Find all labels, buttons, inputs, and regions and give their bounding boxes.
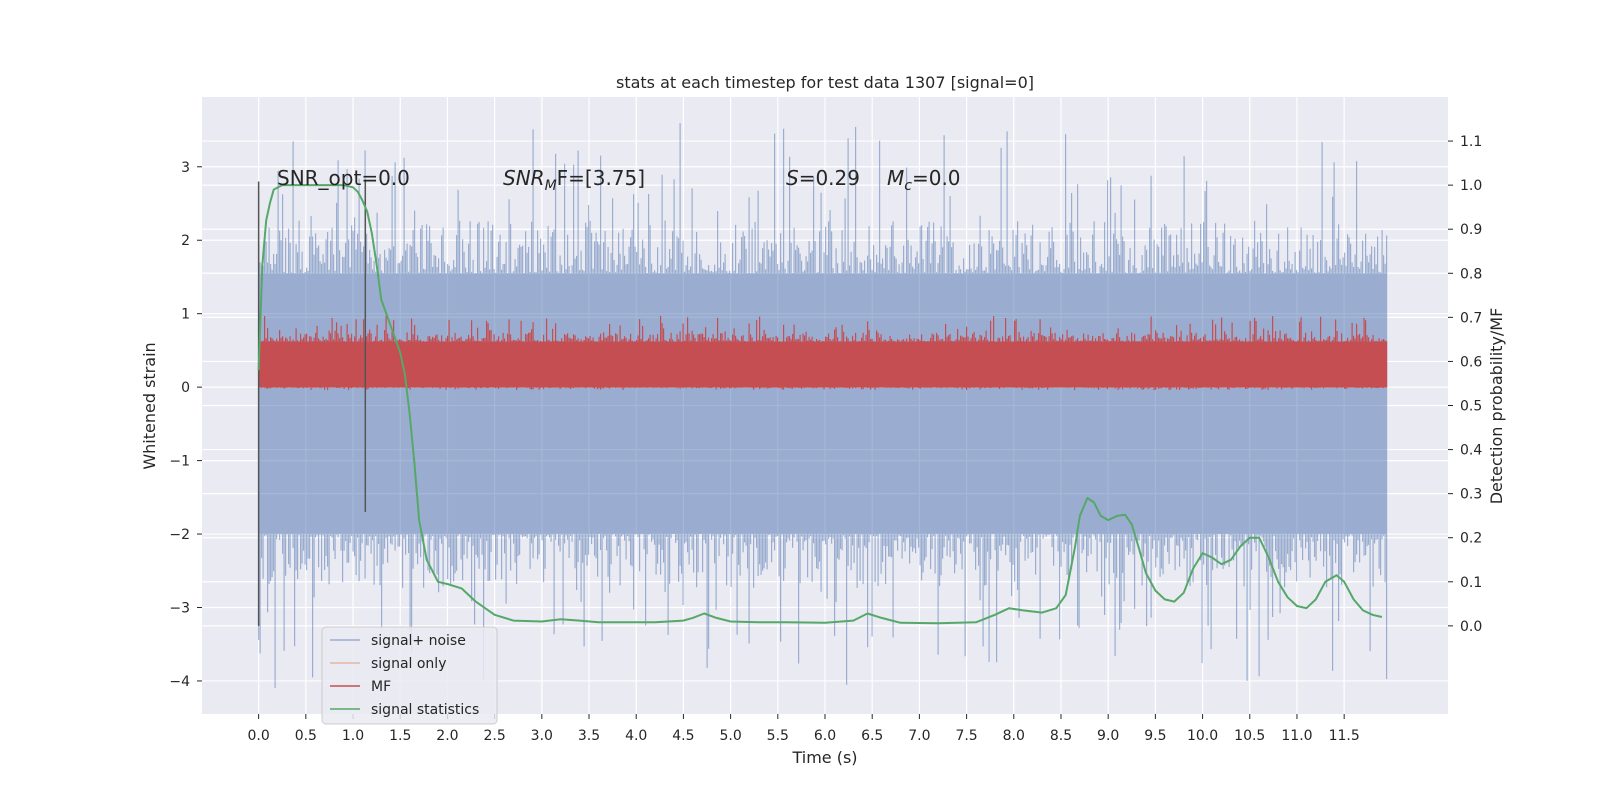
x-tick-label: 0.5 — [295, 728, 317, 744]
x-tick-label: 11.5 — [1329, 728, 1360, 744]
y-tick-label: −4 — [169, 674, 190, 690]
x-tick-label: 7.0 — [908, 728, 930, 744]
y-tick-label: 1 — [181, 307, 190, 323]
legend-box — [321, 626, 498, 725]
s-prefix: S — [786, 166, 799, 190]
legend-label-signal-statistics: signal statistics — [371, 702, 479, 718]
y-tick-label: 3 — [181, 160, 190, 176]
mc-annotation: Mc=0.0 — [887, 166, 961, 194]
x-tick-label: 2.5 — [483, 728, 505, 744]
y2-tick-label: 0.5 — [1460, 399, 1482, 415]
x-tick-label: 1.5 — [389, 728, 411, 744]
y-tick-label: −1 — [169, 454, 190, 470]
y2-tick-label: 0.1 — [1460, 575, 1482, 591]
snr-mf-suffix: F=[3.75] — [557, 166, 645, 190]
y2-tick-label: 0.2 — [1460, 531, 1482, 547]
annotations: SNR_opt=0.0 SNRMF=[3.75] S=0.29 Mc=0.0 — [277, 166, 961, 194]
x-tick-label: 0.0 — [248, 728, 270, 744]
axes-layer: 0.0 0.5 1.0 1.5 2.0 2.5 3.0 3.5 4.0 4.5 5.0 5.5 6.0 6… — [169, 134, 1482, 744]
series-layer — [257, 123, 1388, 689]
x-tick-label: 6.0 — [814, 728, 836, 744]
x-tick-label: 8.5 — [1050, 728, 1072, 744]
snr-mf-prefix: SNR — [503, 166, 545, 190]
series-signal-statistics — [257, 184, 1383, 625]
y2-tick-label: 1.1 — [1460, 134, 1482, 150]
x-tick-label: 5.0 — [719, 728, 741, 744]
snr-mf-annotation: SNRMF=[3.75] — [503, 166, 645, 194]
x-tick-label: 6.5 — [861, 728, 883, 744]
series-signal-noise — [258, 123, 1388, 689]
x-tick-label: 1.0 — [342, 728, 364, 744]
x-tick-label: 4.5 — [672, 728, 694, 744]
x-axis-label: Time (s) — [791, 748, 857, 767]
y-tick-label: 0 — [181, 380, 190, 396]
x-tick-label: 10.0 — [1187, 728, 1218, 744]
x-tick-label: 4.0 — [625, 728, 647, 744]
y2-tick-label: 0.6 — [1460, 354, 1482, 370]
y2-tick-label: 0.9 — [1460, 222, 1482, 238]
x-tick-label: 3.5 — [578, 728, 600, 744]
x-tick-label: 9.0 — [1097, 728, 1119, 744]
s-value: =0.29 — [799, 166, 860, 190]
legend-label-signal-noise: signal+ noise — [371, 633, 466, 649]
legend-label-mf: MF — [371, 679, 391, 695]
x-tick-label: 9.5 — [1144, 728, 1166, 744]
y2-tick-label: 1.0 — [1460, 178, 1482, 194]
x-tick-label: 7.5 — [955, 728, 977, 744]
mc-sub: c — [904, 178, 912, 194]
snr-opt-annotation: SNR_opt=0.0 — [277, 166, 410, 190]
x-tick-label: 10.5 — [1234, 728, 1265, 744]
legend-label-signal-only: signal only — [371, 656, 446, 672]
x-tick-label: 3.0 — [531, 728, 553, 744]
y-tick-label: −3 — [169, 600, 190, 616]
y2-axis-label: Detection probability/MF — [1487, 308, 1506, 505]
mc-value: =0.0 — [912, 166, 961, 190]
legend: signal+ noise signal only MF signal stat… — [321, 626, 498, 725]
s-annotation: S=0.29 — [786, 166, 860, 190]
y2-tick-label: 0.4 — [1460, 443, 1482, 459]
x-tick-label: 11.0 — [1281, 728, 1312, 744]
x-tick-label: 8.0 — [1003, 728, 1025, 744]
snr-mf-sub: M — [545, 178, 557, 194]
x-tick-label: 2.0 — [436, 728, 458, 744]
y-tick-label: 2 — [181, 233, 190, 249]
x-tick-label: 5.5 — [767, 728, 789, 744]
chart-title: stats at each timestep for test data 130… — [616, 73, 1034, 92]
y2-tick-label: 0.0 — [1460, 619, 1482, 635]
y2-tick-label: 0.8 — [1460, 266, 1482, 282]
y-tick-label: −2 — [169, 527, 190, 543]
y2-tick-label: 0.7 — [1460, 310, 1482, 326]
mc-prefix: M — [887, 166, 904, 190]
y2-tick-label: 0.3 — [1460, 487, 1482, 503]
y-axis-label: Whitened strain — [140, 342, 159, 469]
